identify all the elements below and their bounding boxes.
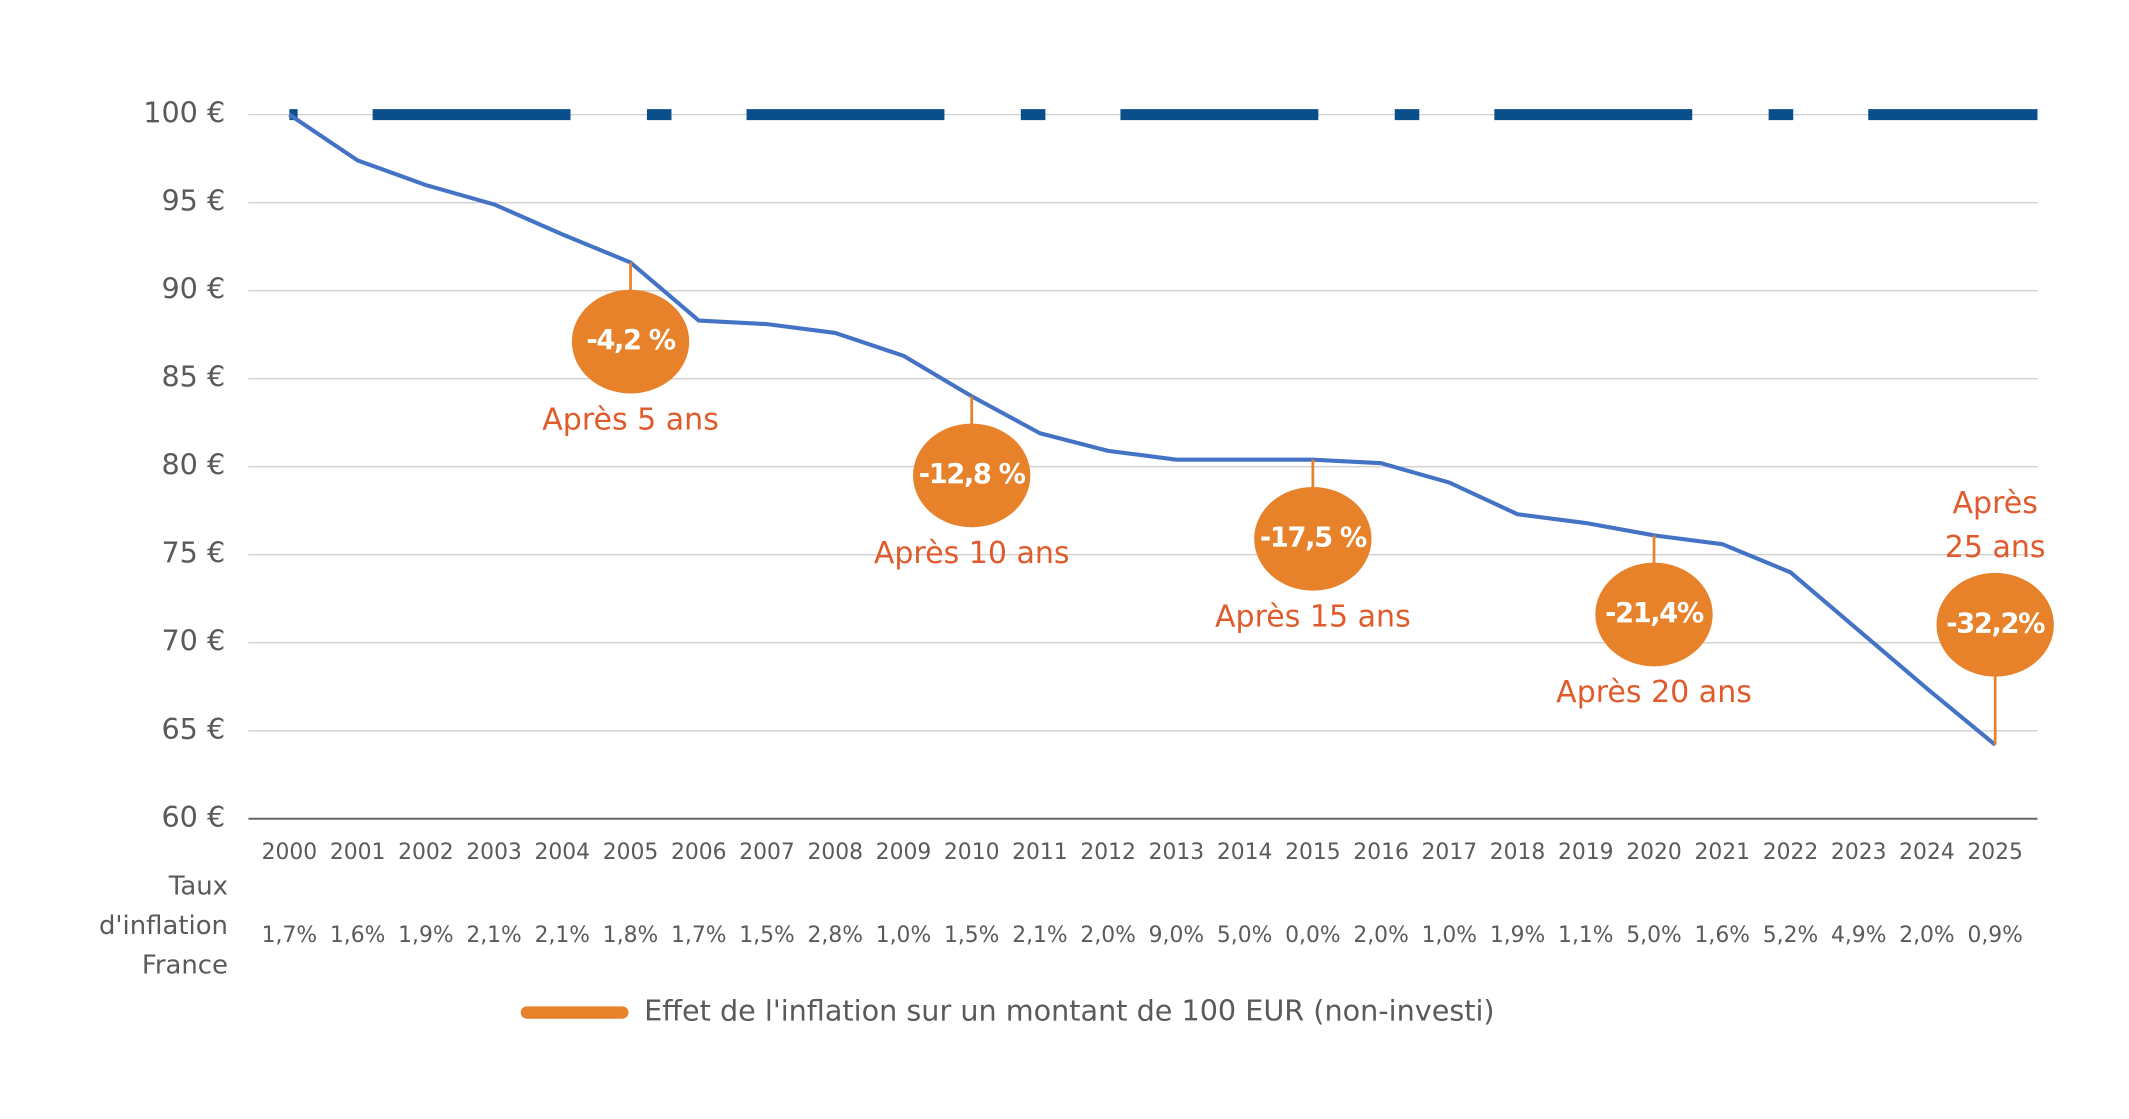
x-tick-label: 2011 bbox=[1012, 840, 1068, 865]
x-tick-label: 2001 bbox=[330, 840, 386, 865]
inflation-rate: 2,1% bbox=[1012, 923, 1067, 948]
inflation-rate: 1,8% bbox=[603, 923, 658, 948]
annotation-bubble bbox=[913, 423, 1031, 528]
inflation-rate: 2,1% bbox=[466, 923, 521, 948]
x-tick-label: 2021 bbox=[1694, 840, 1750, 865]
inflation-label: Taux bbox=[168, 872, 228, 902]
y-tick-label: 80 € bbox=[161, 448, 225, 482]
y-tick-label: 60 € bbox=[161, 800, 225, 834]
inflation-rate: 1,5% bbox=[739, 923, 794, 948]
inflation-rate: 1,0% bbox=[1422, 923, 1477, 948]
annotation-caption: Après bbox=[1952, 486, 2037, 521]
inflation-rate: 1,6% bbox=[1695, 923, 1750, 948]
annotation-caption: 25 ans bbox=[1945, 530, 2046, 565]
x-tick-label: 2008 bbox=[807, 840, 863, 865]
x-tick-label: 2018 bbox=[1490, 840, 1546, 865]
inflation-rate: 9,0% bbox=[1149, 923, 1204, 948]
x-tick-label: 2016 bbox=[1353, 840, 1409, 865]
x-tick-label: 2023 bbox=[1831, 840, 1887, 865]
x-tick-label: 2020 bbox=[1626, 840, 1682, 865]
y-tick-label: 85 € bbox=[161, 360, 225, 394]
y-tick-label: 65 € bbox=[161, 712, 225, 746]
annotation-value: -21,4% bbox=[1605, 598, 1704, 629]
data-line bbox=[288, 112, 1997, 747]
x-tick-label: 2000 bbox=[262, 840, 318, 865]
inflation-rate: 1,5% bbox=[944, 923, 999, 948]
x-tick-label: 2010 bbox=[944, 840, 1000, 865]
inflation-rate: 2,8% bbox=[808, 923, 863, 948]
x-tick-label: 2012 bbox=[1080, 840, 1136, 865]
inflation-label: d'inflation bbox=[99, 911, 228, 941]
annotation-bubble bbox=[1595, 562, 1713, 667]
x-tick-label: 2007 bbox=[739, 840, 795, 865]
inflation-rate: 5,0% bbox=[1626, 923, 1681, 948]
y-tick-label: 95 € bbox=[161, 184, 225, 218]
y-tick-label: 100 € bbox=[143, 96, 225, 130]
x-tick-label: 2025 bbox=[1967, 840, 2023, 865]
x-tick-label: 2004 bbox=[535, 840, 591, 865]
inflation-rate: 1,9% bbox=[1490, 923, 1545, 948]
x-tick-label: 2024 bbox=[1899, 840, 1955, 865]
annotation-value: -17,5 % bbox=[1260, 522, 1367, 553]
x-tick-label: 2022 bbox=[1763, 840, 1819, 865]
x-tick-label: 2003 bbox=[466, 840, 522, 865]
inflation-rate: 5,0% bbox=[1217, 923, 1272, 948]
x-tick-label: 2013 bbox=[1149, 840, 1205, 865]
inflation-rate: 1,7% bbox=[671, 923, 726, 948]
y-tick-label: 75 € bbox=[161, 536, 225, 570]
inflation-rate: 4,9% bbox=[1831, 923, 1886, 948]
inflation-rate: 1,6% bbox=[330, 923, 385, 948]
x-tick-label: 2019 bbox=[1558, 840, 1614, 865]
y-tick-label: 90 € bbox=[161, 272, 225, 306]
annotation-value: -12,8 % bbox=[919, 459, 1026, 490]
x-tick-label: 2002 bbox=[398, 840, 454, 865]
inflation-label: France bbox=[142, 951, 228, 981]
inflation-rate: 1,1% bbox=[1558, 923, 1613, 948]
annotation-caption: Après 10 ans bbox=[874, 536, 1070, 571]
inflation-rate: 1,0% bbox=[876, 923, 931, 948]
inflation-rate: 1,7% bbox=[262, 923, 317, 948]
x-tick-label: 2009 bbox=[876, 840, 932, 865]
inflation-rate: 2,0% bbox=[1899, 923, 1954, 948]
inflation-rate: 5,2% bbox=[1763, 923, 1818, 948]
annotation-bubble bbox=[1936, 572, 2054, 677]
annotation-value: -4,2 % bbox=[586, 325, 675, 356]
inflation-rate: 0,0% bbox=[1285, 923, 1340, 948]
x-tick-label: 2017 bbox=[1422, 840, 1478, 865]
annotation-caption: Après 15 ans bbox=[1215, 599, 1411, 634]
annotation-caption: Après 20 ans bbox=[1556, 675, 1752, 710]
inflation-rate: 2,1% bbox=[535, 923, 590, 948]
inflation-rate: 1,9% bbox=[398, 923, 453, 948]
legend-label: Effet de l'inflation sur un montant de 1… bbox=[644, 994, 1494, 1028]
inflation-rate: 2,0% bbox=[1080, 923, 1135, 948]
annotation-bubble bbox=[1254, 486, 1372, 591]
inflation-rate: 0,9% bbox=[1967, 923, 2022, 948]
annotation-value: -32,2% bbox=[1946, 608, 2045, 639]
x-tick-label: 2006 bbox=[671, 840, 727, 865]
annotation-bubble bbox=[571, 289, 690, 394]
y-tick-label: 70 € bbox=[161, 624, 225, 658]
x-tick-label: 2014 bbox=[1217, 840, 1273, 865]
x-tick-label: 2005 bbox=[603, 840, 659, 865]
x-tick-label: 2015 bbox=[1285, 840, 1341, 865]
annotation-caption: Après 5 ans bbox=[542, 402, 719, 437]
inflation-rate: 2,0% bbox=[1353, 923, 1408, 948]
